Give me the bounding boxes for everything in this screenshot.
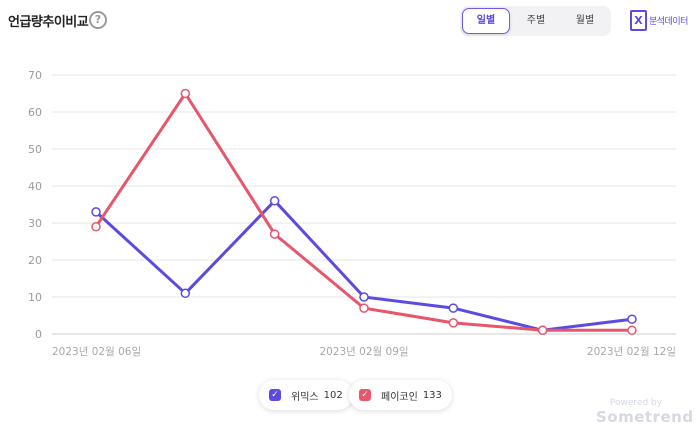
period-tabs: 일별 주별 월별 xyxy=(460,6,611,36)
y-tick-label: 70 xyxy=(28,69,42,82)
x-tick-label: 2023년 02월 06일 xyxy=(52,345,141,358)
export-data-label: 분석데이터 xyxy=(649,17,688,27)
x-axis-ticks: 2023년 02월 06일 2023년 02월 09일 2023년 02월 12일 xyxy=(52,345,676,358)
y-tick-label: 30 xyxy=(28,217,42,230)
powered-by-sometrend: Powered by Sometrend xyxy=(596,398,694,426)
legend-label: 위믹스 xyxy=(291,391,319,403)
tab-weekly[interactable]: 주별 xyxy=(526,15,546,26)
chart-title: 언급량추이비교 xyxy=(8,15,89,30)
data-point xyxy=(448,303,459,313)
data-point xyxy=(91,221,101,232)
excel-icon: X xyxy=(630,10,647,31)
question-circle-icon[interactable]: ? xyxy=(89,11,107,29)
data-point xyxy=(359,303,369,313)
y-tick-label: 20 xyxy=(28,254,42,267)
y-tick-label: 50 xyxy=(28,143,42,156)
checkbox-icon: ✓ xyxy=(359,389,371,401)
y-axis-ticks: 0 10 20 30 40 50 60 70 xyxy=(28,69,42,341)
tab-monthly[interactable]: 월별 xyxy=(575,15,595,26)
data-point xyxy=(91,207,101,217)
data-point xyxy=(537,325,548,336)
legend-count: 133 xyxy=(422,389,442,401)
legend-count: 102 xyxy=(323,389,343,401)
y-tick-label: 40 xyxy=(28,180,42,193)
legend-label: 페이코인 xyxy=(381,391,418,403)
powered-by-text: Powered by xyxy=(609,398,663,408)
y-tick-label: 0 xyxy=(35,328,42,341)
data-point xyxy=(627,314,637,324)
checkbox-icon: ✓ xyxy=(269,389,281,401)
data-point xyxy=(627,325,637,336)
data-point xyxy=(180,288,191,299)
x-tick-label: 2023년 02월 12일 xyxy=(587,345,676,358)
data-point xyxy=(180,88,191,99)
y-tick-label: 60 xyxy=(28,106,42,119)
chart-series xyxy=(91,88,637,336)
chart-header: 언급량추이비교 ? 일별 주별 월별 X 분석데이터 xyxy=(0,0,700,44)
legend-item-paycoin[interactable]: ✓ 페이코인 133 xyxy=(349,380,452,410)
data-point xyxy=(448,318,459,328)
tab-daily[interactable]: 일별 xyxy=(462,8,510,34)
legend-item-wemix[interactable]: ✓ 위믹스 102 xyxy=(259,380,353,410)
data-point xyxy=(359,292,369,302)
y-tick-label: 10 xyxy=(28,291,42,304)
brand-logo: Sometrend xyxy=(596,408,694,426)
data-point xyxy=(269,229,280,239)
data-point xyxy=(269,196,280,206)
x-tick-label: 2023년 02월 09일 xyxy=(319,345,408,358)
chart-grid xyxy=(52,74,676,335)
